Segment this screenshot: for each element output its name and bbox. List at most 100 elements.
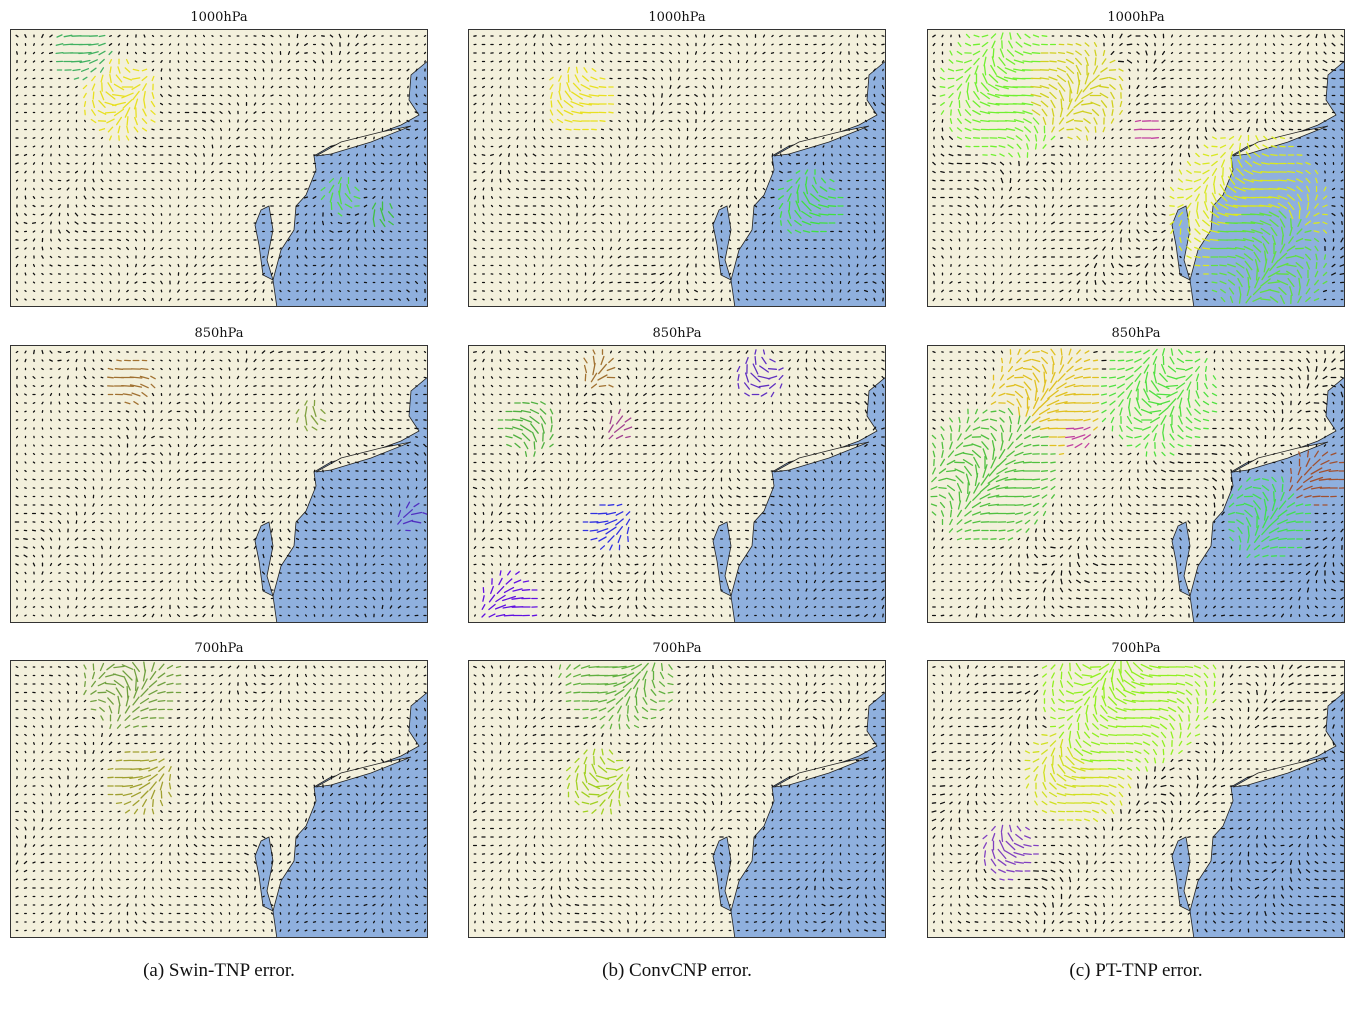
wind-arrow: [15, 555, 19, 557]
wind-arrow: [575, 43, 579, 46]
wind-arrow: [406, 606, 410, 608]
wind-arrow: [58, 171, 61, 173]
wind-arrow: [109, 920, 112, 924]
panel-title: 700hPa: [194, 641, 244, 656]
wind-arrow: [389, 350, 393, 354]
wind-arrow: [321, 478, 325, 481]
wind-arrow: [83, 486, 87, 490]
wind-arrow: [253, 145, 257, 148]
wind-arrow: [210, 179, 215, 182]
chesapeake-bay: [254, 205, 274, 281]
wind-arrow: [143, 409, 146, 414]
wind-arrow: [117, 895, 121, 898]
wind-arrow: [49, 170, 53, 174]
wind-arrow: [228, 801, 231, 805]
wind-arrow: [92, 895, 95, 898]
wind-arrow: [118, 272, 120, 276]
wind-arrow: [389, 742, 393, 745]
wind-arrow: [347, 272, 350, 276]
wind-arrow: [304, 68, 308, 72]
wind-arrow: [177, 742, 180, 745]
wind-arrow: [83, 393, 87, 396]
wind-arrow: [219, 410, 223, 413]
wind-arrow: [261, 571, 266, 575]
wind-arrow: [245, 298, 248, 301]
wind-arrow: [49, 264, 53, 267]
wind-arrow: [49, 562, 53, 567]
wind-arrow: [100, 503, 104, 507]
wind-arrow: [873, 68, 876, 72]
wind-arrow: [271, 699, 273, 703]
wind-arrow: [117, 247, 121, 250]
wind-arrow: [194, 153, 197, 157]
wind-arrow: [202, 435, 206, 439]
wind-arrow: [270, 545, 274, 550]
wind-arrow: [830, 43, 834, 46]
wind-arrow: [113, 83, 125, 91]
wind-arrow: [304, 894, 308, 899]
wind-arrow: [109, 66, 112, 74]
wind-arrow: [219, 127, 223, 132]
wind-arrow: [320, 186, 326, 192]
wind-arrow: [329, 733, 334, 737]
wind-arrow: [304, 393, 308, 396]
wind-arrow: [313, 844, 316, 847]
wind-arrow: [41, 367, 44, 371]
wind-arrow: [168, 827, 172, 830]
wind-arrow: [143, 213, 146, 216]
wind-arrow: [83, 672, 87, 679]
wind-arrow: [109, 928, 112, 933]
wind-arrow: [126, 818, 129, 822]
wind-arrow: [236, 145, 240, 148]
wind-arrow: [124, 107, 131, 118]
wind-arrow: [148, 708, 158, 711]
wind-arrow: [186, 196, 188, 199]
wind-arrow: [253, 759, 257, 762]
wind-arrow: [177, 784, 180, 788]
wind-arrow: [177, 555, 180, 557]
wind-arrow: [423, 520, 427, 524]
wind-arrow: [211, 784, 214, 788]
wind-arrow: [253, 512, 257, 515]
wind-arrow: [245, 767, 248, 771]
wind-arrow: [58, 733, 61, 737]
wind-arrow: [121, 664, 134, 670]
wind-arrow: [371, 202, 377, 210]
wind-arrow: [389, 563, 393, 566]
wind-arrow: [669, 51, 672, 55]
wind-arrow: [100, 715, 104, 721]
wind-arrow: [168, 77, 172, 80]
wind-arrow: [254, 886, 256, 890]
wind-arrow: [109, 520, 112, 524]
wind-arrow: [117, 563, 121, 566]
wind-arrow: [236, 614, 240, 617]
wind-arrow: [16, 588, 18, 592]
wind-arrow: [363, 750, 368, 754]
wind-arrow: [364, 384, 367, 388]
wind-arrow: [66, 614, 70, 617]
wind-arrow: [236, 571, 240, 575]
wind-arrow: [330, 170, 333, 174]
wind-arrow: [737, 68, 740, 72]
wind-arrow: [389, 486, 393, 490]
wind-arrow: [159, 580, 164, 583]
wind-arrow: [109, 912, 112, 915]
wind-arrow: [338, 725, 342, 728]
wind-arrow: [398, 376, 401, 379]
wind-arrow: [219, 503, 223, 507]
wind-arrow: [159, 781, 164, 791]
wind-arrow: [228, 690, 231, 695]
wind-arrow: [117, 695, 121, 707]
wind-arrow: [338, 350, 342, 354]
wind-arrow: [287, 793, 291, 796]
wind-arrow: [346, 77, 351, 80]
wind-arrow: [211, 801, 214, 805]
wind-arrow: [219, 563, 223, 566]
wind-arrow: [287, 920, 291, 924]
wind-arrow: [23, 869, 28, 873]
wind-arrow: [202, 34, 206, 38]
wind-arrow: [355, 145, 359, 148]
wind-arrow: [372, 435, 376, 439]
wind-arrow: [262, 495, 265, 498]
wind-arrow: [847, 60, 851, 63]
